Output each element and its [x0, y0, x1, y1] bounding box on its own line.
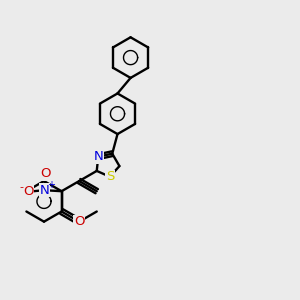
Text: O: O	[40, 167, 50, 180]
Text: S: S	[106, 170, 114, 183]
Text: N: N	[93, 150, 103, 163]
Text: O: O	[74, 215, 84, 228]
Text: +: +	[47, 180, 55, 190]
Text: N: N	[39, 184, 49, 197]
Text: O: O	[23, 185, 34, 198]
Text: -: -	[20, 182, 24, 192]
Text: O: O	[74, 215, 84, 228]
